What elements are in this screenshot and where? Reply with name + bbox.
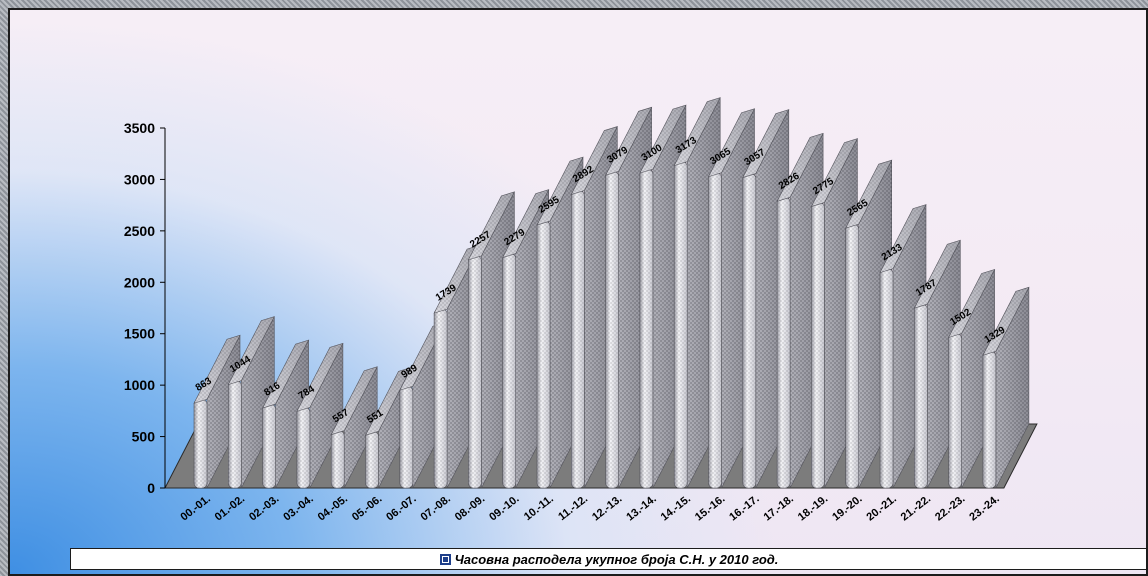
x-tick-label: 06.-07. xyxy=(384,493,418,524)
y-tick-label: 2000 xyxy=(124,274,155,290)
x-tick-label: 18.-19. xyxy=(796,493,830,524)
x-tick-label: 00.-01. xyxy=(178,493,212,524)
bar xyxy=(296,342,344,489)
y-tick-label: 1500 xyxy=(124,326,155,342)
y-tick-label: 3000 xyxy=(124,171,155,187)
legend-key xyxy=(439,553,451,565)
y-tick-label: 2500 xyxy=(124,223,155,239)
chart-panel: 0 500 1000 1500 2000 2500 3000 3500 863 1044 816 78… xyxy=(8,8,1148,576)
x-tick-label: 10.-11. xyxy=(522,493,556,523)
x-tick-label: 03.-04. xyxy=(281,493,315,524)
x-tick-label: 14.-15. xyxy=(659,493,693,524)
bar xyxy=(913,239,961,489)
x-tick-label: 16.-17. xyxy=(727,493,761,524)
x-tick-label: 01.-02. xyxy=(213,493,247,524)
legend: Часовна расподела укупног броја С.Н. у 2… xyxy=(70,548,1146,570)
x-tick-label: 17.-18. xyxy=(762,493,796,524)
y-tick-label: 0 xyxy=(147,480,155,496)
x-tick-label: 02.-03. xyxy=(247,493,281,524)
y-tick-label: 500 xyxy=(132,429,156,445)
x-tick-label: 11.-12. xyxy=(556,493,590,523)
x-tick-label: 08.-09. xyxy=(453,493,487,524)
x-tick-label: 05.-06. xyxy=(350,493,384,524)
bar xyxy=(982,286,1030,489)
x-tick-label: 19.-20. xyxy=(830,493,864,524)
y-tick-label: 1000 xyxy=(124,377,155,393)
x-tick-label: 21.-22. xyxy=(899,493,933,524)
x-tick-label: 09.-10. xyxy=(487,493,521,524)
x-tick-label: 15.-16. xyxy=(693,493,727,524)
bar xyxy=(330,366,378,489)
legend-label: Часовна расподела укупног броја С.Н. у 2… xyxy=(454,551,779,567)
x-tick-label: 04.-05. xyxy=(316,493,350,524)
bar xyxy=(227,316,275,489)
x-tick-label: 23.-24. xyxy=(967,493,1001,524)
x-tick-label: 07.-08. xyxy=(419,493,453,524)
bar xyxy=(193,334,241,489)
x-tick-label: 20.-21. xyxy=(864,493,898,524)
y-tick-label: 3500 xyxy=(124,120,155,136)
bar xyxy=(262,339,310,489)
x-tick-label: 13.-14. xyxy=(624,493,658,524)
x-tick-label: 12.-13. xyxy=(590,493,624,524)
x-tick-label: 22.-23. xyxy=(933,493,967,524)
